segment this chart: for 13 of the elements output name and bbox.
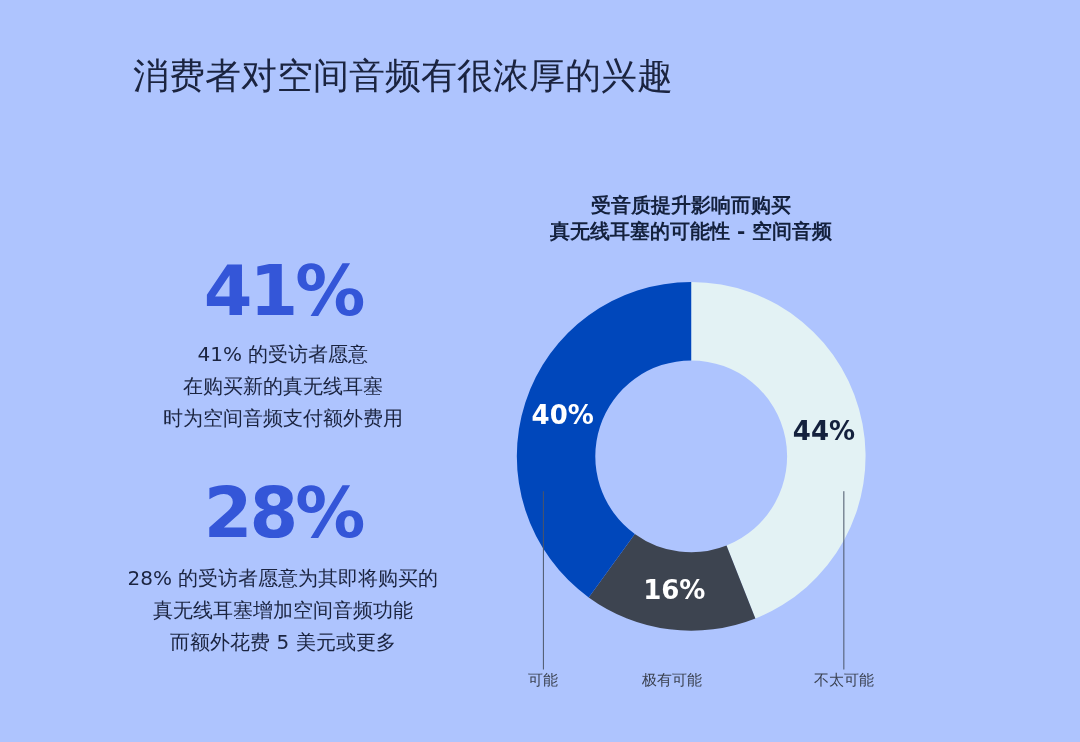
text: 41% 的受访者愿意在购买新的真无线耳塞时为空间音频支付额外费用	[162, 341, 404, 432]
chart-title: 受音质提升影响而购买真无线耳塞的可能性 - 空间音频	[549, 193, 834, 243]
data-label: 40%	[531, 399, 594, 430]
text: 28%	[202, 472, 364, 554]
text: 消费者对空间音频有很浓厚的兴趣	[133, 54, 673, 98]
donut-slice	[588, 533, 756, 631]
slice-label: 可能	[528, 671, 558, 689]
data-label: 44%	[792, 416, 856, 447]
data-label: 16%	[643, 575, 706, 606]
slice-label: 极有可能	[641, 671, 702, 689]
text: 28% 的受访者愿意为其即将购买的真无线耳塞增加空间音频功能而额外花费 5 美元或更多	[126, 565, 440, 656]
text: 41%	[202, 250, 364, 332]
slice-label: 不太可能	[814, 671, 874, 689]
